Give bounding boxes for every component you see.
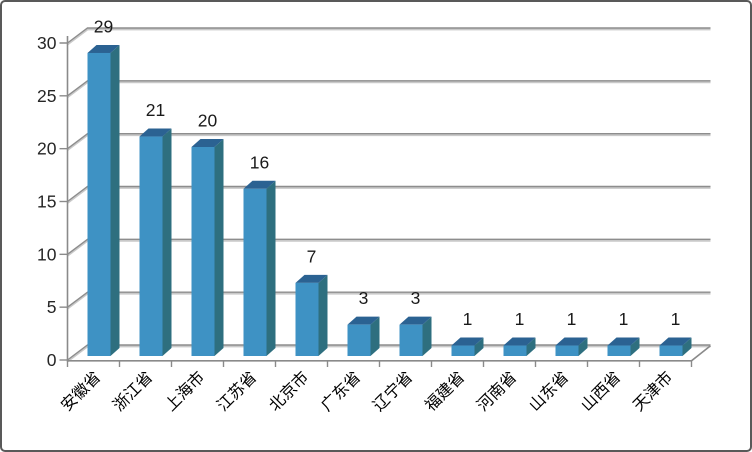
category-label: 浙江省	[110, 368, 157, 415]
bar-江苏省	[243, 188, 267, 356]
category-label: 河南省	[474, 368, 521, 415]
bar-value-label: 16	[250, 152, 269, 172]
y-axis-tick-label: 30	[37, 33, 57, 53]
gridline-highlight	[66, 81, 711, 99]
category-label: 辽宁省	[370, 368, 417, 415]
bar-浙江省	[139, 136, 163, 356]
bar-value-label: 1	[619, 309, 629, 329]
bar-value-label: 7	[307, 246, 317, 266]
category-label: 上海市	[162, 368, 209, 415]
bar-top-face	[451, 337, 484, 346]
bar-top-face	[399, 316, 432, 325]
bar-河南省	[503, 345, 527, 356]
bar-value-label: 1	[515, 309, 525, 329]
bar-side-face	[214, 139, 224, 356]
bar-top-face	[503, 337, 536, 346]
bar-value-label: 1	[463, 309, 473, 329]
bar-安徽省	[87, 52, 111, 356]
bar-value-label: 1	[567, 309, 577, 329]
bar-top-face	[607, 337, 640, 346]
bar-side-face	[266, 180, 276, 356]
bar-side-face	[682, 337, 692, 356]
bar-山西省	[607, 345, 631, 356]
bar-山东省	[555, 345, 579, 356]
bar-side-face	[318, 274, 328, 356]
y-axis-tick-label: 20	[37, 139, 57, 159]
category-label: 安徽省	[58, 368, 105, 415]
bar-辽宁省	[399, 324, 423, 356]
bar-side-face	[110, 44, 120, 356]
category-label: 山东省	[526, 368, 573, 415]
category-label: 天津市	[630, 368, 677, 415]
y-axis-tick-label: 15	[37, 192, 56, 212]
bar-value-label: 20	[198, 111, 218, 131]
bar-value-label: 29	[94, 16, 113, 36]
bar-side-face	[422, 316, 432, 356]
bar-top-face	[87, 44, 120, 53]
bar-上海市	[191, 147, 215, 356]
bar-value-label: 3	[359, 288, 369, 308]
category-label: 山西省	[578, 368, 625, 415]
bar-top-face	[555, 337, 588, 346]
bar-value-label: 3	[411, 288, 421, 308]
bar-value-label: 1	[671, 309, 681, 329]
bar-side-face	[630, 337, 640, 356]
category-label: 江苏省	[214, 368, 261, 415]
bar-北京市	[295, 282, 319, 356]
bar-天津市	[659, 345, 683, 356]
y-axis-tick-label: 5	[47, 297, 57, 317]
bar-side-face	[474, 337, 484, 356]
bar-side-face	[578, 337, 588, 356]
bar-side-face	[162, 128, 172, 356]
bar-value-label: 21	[146, 100, 165, 120]
bar-福建省	[451, 345, 475, 356]
y-axis-tick-label: 25	[37, 86, 56, 106]
y-axis-tick-label: 10	[37, 244, 57, 264]
gridline	[67, 27, 711, 44]
y-axis-tick-label: 0	[47, 350, 57, 370]
bar-top-face	[295, 274, 328, 283]
category-label: 福建省	[422, 368, 469, 415]
category-label: 广东省	[318, 368, 365, 415]
bar-side-face	[526, 337, 536, 356]
bar-top-face	[139, 128, 172, 137]
bar-广东省	[347, 324, 371, 356]
bar-top-face	[659, 337, 692, 346]
bar-top-face	[243, 180, 276, 189]
bar-side-face	[370, 316, 380, 356]
bar-top-face	[347, 316, 380, 325]
gridline-highlight	[66, 28, 711, 46]
category-label: 北京市	[266, 368, 313, 415]
bar-top-face	[191, 139, 224, 147]
